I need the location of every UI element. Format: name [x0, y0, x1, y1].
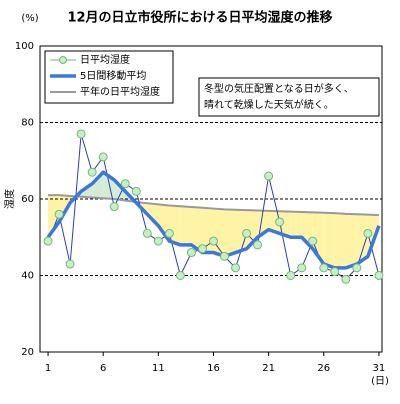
- legend-label: 平年の日平均湿度: [80, 85, 160, 98]
- area-fill: [48, 195, 60, 238]
- data-point: [197, 244, 207, 254]
- area-fill: [224, 209, 236, 257]
- x-tick-label: 21: [262, 363, 275, 374]
- data-point: [208, 236, 218, 246]
- y-label: 湿度: [3, 189, 16, 209]
- area-fill: [345, 213, 357, 268]
- data-point: [330, 267, 340, 277]
- data-point: [264, 171, 274, 181]
- data-point: [242, 228, 252, 238]
- area-fill: [356, 214, 368, 265]
- annotation-text: 冬型の気圧配置となる日が多く、: [204, 82, 354, 95]
- data-point: [286, 271, 296, 280]
- x-tick-label: 11: [152, 363, 165, 374]
- data-point: [175, 271, 185, 280]
- area-fill: [191, 207, 203, 253]
- y-tick-label: 40: [21, 271, 34, 282]
- data-point: [65, 259, 75, 269]
- data-point: [43, 236, 53, 246]
- data-point: [363, 228, 373, 238]
- x-tick-label: 31: [373, 363, 386, 374]
- area-fill: [279, 211, 291, 238]
- x-tick-label: 16: [207, 363, 220, 374]
- area-fill: [334, 213, 346, 268]
- plot-frame: [39, 45, 383, 353]
- legend-label: 日平均湿度: [80, 53, 130, 66]
- data-point: [76, 129, 86, 139]
- y-tick-label: 20: [21, 347, 34, 358]
- data-point: [374, 271, 384, 280]
- area-fill: [268, 210, 280, 234]
- y-tick-label: 80: [21, 118, 34, 129]
- data-point: [153, 236, 163, 246]
- data-point: [253, 240, 263, 250]
- data-point: [186, 248, 196, 258]
- data-point: [319, 263, 329, 273]
- area-fill: [147, 203, 159, 226]
- series-line: [48, 194, 379, 217]
- x-tick-label: 6: [100, 363, 106, 374]
- chart-title: 12月の日立市役所における日平均湿度の推移: [67, 10, 332, 26]
- data-point: [275, 217, 285, 227]
- data-point: [54, 209, 64, 219]
- y-tick-label: 60: [21, 194, 34, 205]
- x-tick-label: 1: [45, 363, 51, 374]
- data-point: [87, 167, 97, 177]
- data-point: [231, 263, 241, 273]
- area-fill: [323, 212, 335, 268]
- annotation-box: [198, 77, 380, 117]
- area-fill: [92, 172, 104, 199]
- x-tick-label: 26: [317, 363, 330, 374]
- y-tick-label: 100: [15, 41, 34, 52]
- data-point: [109, 202, 119, 212]
- y-unit: (%): [21, 13, 38, 24]
- data-point: [98, 152, 108, 162]
- data-point: [142, 228, 152, 238]
- data-point: [341, 274, 351, 284]
- data-point: [297, 263, 307, 273]
- area-fill: [290, 211, 302, 238]
- legend-marker: [59, 56, 67, 64]
- annotation-text: 晴れて乾燥した天気が続く。: [204, 98, 334, 111]
- data-point: [131, 186, 141, 196]
- data-point: [220, 251, 230, 261]
- data-point: [352, 263, 362, 273]
- area-fill: [180, 206, 192, 245]
- x-unit: (日): [371, 376, 389, 387]
- legend-label: 5日間移動平均: [80, 69, 146, 82]
- data-point: [120, 179, 130, 189]
- data-point: [164, 228, 174, 238]
- data-point: [308, 236, 318, 246]
